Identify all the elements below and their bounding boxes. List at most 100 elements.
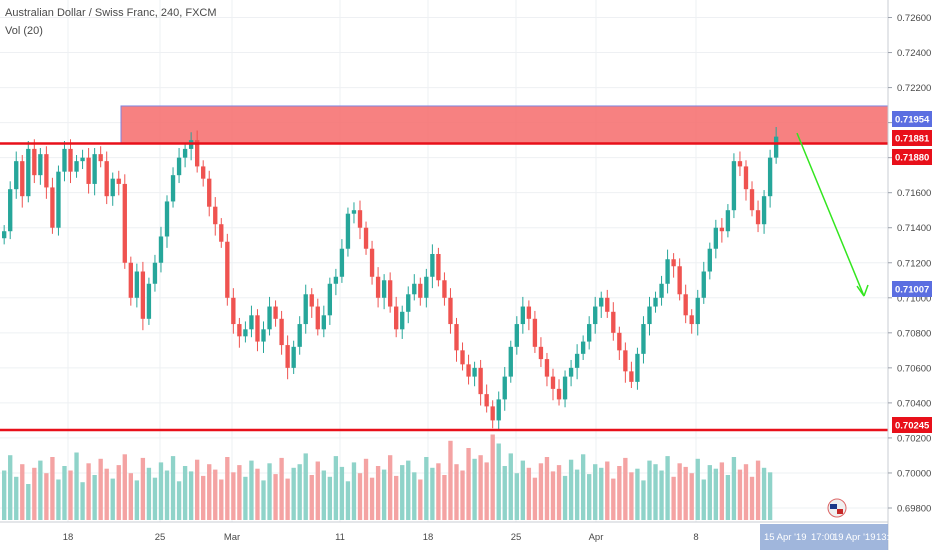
price-tag bbox=[892, 281, 932, 297]
candle-body bbox=[568, 367, 574, 377]
candle-body bbox=[231, 297, 236, 325]
candle-body bbox=[116, 178, 121, 184]
volume-bar bbox=[755, 460, 761, 520]
date-tick-label: 18 bbox=[423, 532, 434, 543]
candle-body bbox=[599, 297, 604, 307]
candle-body bbox=[418, 283, 423, 298]
candle-body bbox=[381, 280, 387, 298]
candle-body bbox=[140, 271, 146, 319]
candle-body bbox=[394, 306, 399, 330]
volume-bar bbox=[375, 466, 381, 520]
volume-bar bbox=[460, 470, 465, 520]
projection-arrowhead bbox=[856, 284, 869, 297]
volume-bar bbox=[219, 479, 224, 520]
price-tick-label: 0.72600 bbox=[897, 13, 931, 24]
flag-event-icon bbox=[827, 498, 847, 518]
candle-body bbox=[225, 241, 230, 298]
price-tag-label: 0.71007 bbox=[895, 285, 929, 296]
candle-body bbox=[593, 306, 598, 325]
candle-body bbox=[327, 283, 333, 316]
symbol-title: Australian Dollar / Swiss Franc, 240, FX… bbox=[5, 7, 217, 19]
candle-body bbox=[442, 280, 447, 298]
volume-bar bbox=[737, 469, 743, 520]
volume-bar bbox=[285, 478, 290, 520]
volume-bar bbox=[659, 470, 664, 520]
price-tick-label: 0.71400 bbox=[897, 223, 931, 234]
candle-body bbox=[194, 140, 200, 167]
candle-body bbox=[363, 227, 369, 249]
volume-bar bbox=[587, 474, 592, 520]
volume-bar bbox=[472, 458, 477, 520]
volume-bar bbox=[400, 465, 405, 520]
volume-bar bbox=[104, 468, 109, 520]
resistance-zone bbox=[120, 105, 889, 145]
candle-body bbox=[2, 231, 7, 239]
candle-body bbox=[526, 306, 532, 319]
volume-bar bbox=[683, 466, 688, 520]
volume-bar bbox=[14, 476, 19, 520]
volume-bar bbox=[418, 479, 423, 520]
candle-body bbox=[502, 376, 507, 400]
volume-bar bbox=[56, 479, 61, 520]
candle-body bbox=[170, 175, 176, 202]
candle-body bbox=[219, 224, 224, 242]
volume-bar bbox=[74, 452, 79, 520]
volume-bar bbox=[695, 458, 700, 520]
volume-bar bbox=[32, 467, 37, 520]
volume-bar bbox=[749, 476, 755, 520]
price-tick-label: 0.71600 bbox=[897, 188, 931, 199]
candle-body bbox=[98, 154, 103, 162]
volume-bar bbox=[309, 475, 314, 520]
candle-body bbox=[255, 315, 260, 342]
candle-body bbox=[653, 297, 658, 307]
volume-bar bbox=[442, 475, 447, 520]
candle-body bbox=[291, 346, 296, 368]
volume-bar bbox=[92, 475, 97, 520]
price-tag bbox=[892, 130, 932, 146]
price-tag-label: 0.71954 bbox=[895, 115, 930, 126]
price-tick-label: 0.69800 bbox=[897, 503, 931, 514]
volume-bar bbox=[436, 463, 441, 520]
volume-bar bbox=[532, 477, 538, 520]
volume-bar bbox=[273, 474, 278, 520]
volume-bar bbox=[140, 457, 146, 520]
volume-bar bbox=[207, 464, 212, 520]
candle-body bbox=[514, 324, 519, 347]
candle-body bbox=[158, 236, 164, 263]
time-range-highlight bbox=[760, 524, 888, 550]
volume-bar bbox=[351, 462, 357, 520]
candle-body bbox=[20, 161, 25, 197]
candle-body bbox=[8, 189, 13, 232]
volume-bar bbox=[520, 460, 526, 520]
date-tick-label: 8 bbox=[693, 532, 698, 543]
candle-body bbox=[508, 346, 513, 377]
volume-bar bbox=[303, 453, 308, 520]
projection-arrow bbox=[796, 132, 865, 297]
volume-bar bbox=[279, 457, 284, 520]
candle-body bbox=[201, 166, 206, 179]
candle-body bbox=[562, 376, 568, 400]
candle-body bbox=[237, 324, 242, 337]
candle-body bbox=[749, 189, 755, 211]
volume-bar bbox=[50, 457, 55, 520]
volume-bar bbox=[68, 470, 73, 520]
candle-body bbox=[261, 329, 266, 342]
candle-body bbox=[436, 253, 441, 281]
volume-bar bbox=[26, 484, 31, 520]
candle-body bbox=[309, 294, 314, 307]
volume-bar bbox=[689, 473, 694, 520]
candle-body bbox=[466, 364, 471, 377]
volume-bar bbox=[62, 466, 67, 520]
volume-bar bbox=[719, 462, 725, 520]
candle-body bbox=[635, 353, 640, 382]
candle-body bbox=[267, 306, 272, 330]
volume-bar bbox=[406, 460, 411, 520]
candle-body bbox=[146, 283, 152, 319]
volume-bar bbox=[321, 470, 326, 520]
price-tag-label: 0.71881 bbox=[895, 134, 930, 145]
price-tick-label: 0.70000 bbox=[897, 468, 931, 479]
candle-body bbox=[478, 367, 483, 395]
volume-bar bbox=[478, 455, 483, 520]
volume-bar bbox=[188, 471, 194, 520]
